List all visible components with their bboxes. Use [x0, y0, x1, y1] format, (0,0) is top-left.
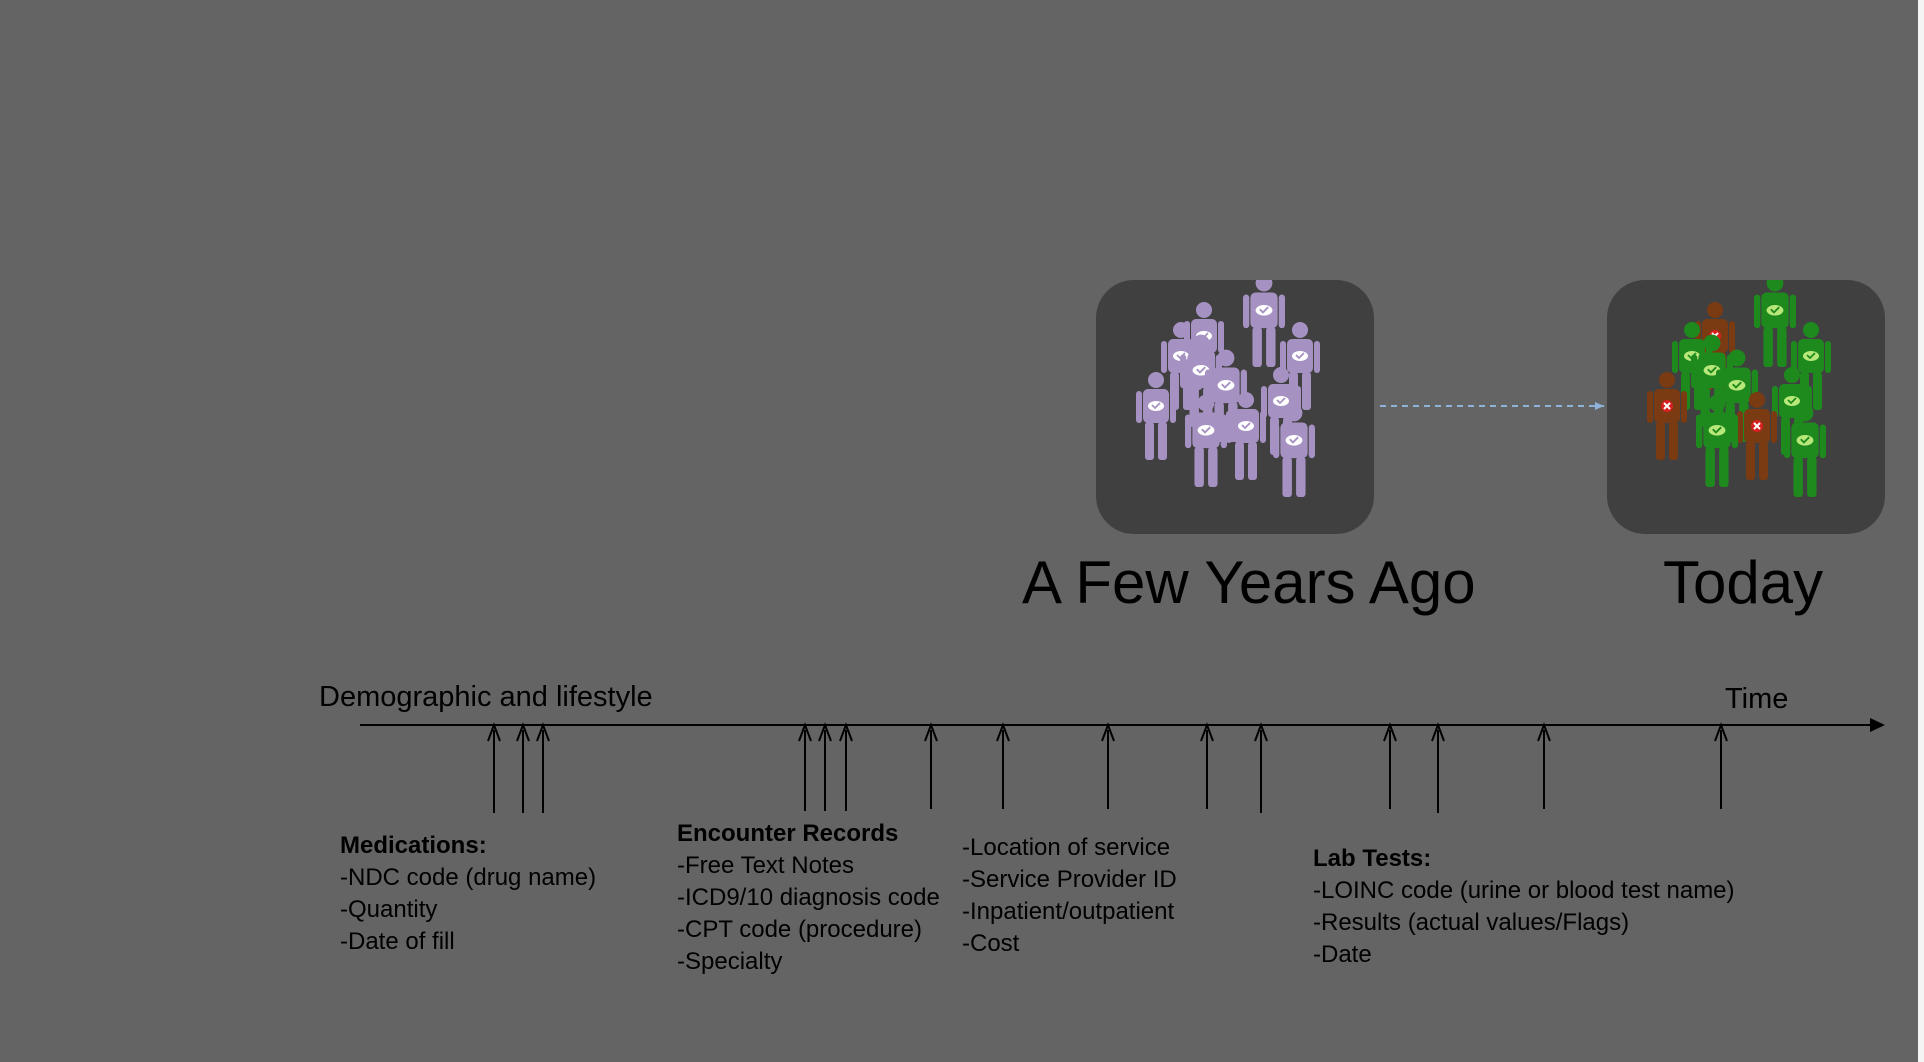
event-tick-arrow [1200, 722, 1214, 809]
person-figure [1136, 372, 1176, 460]
service-item: -Inpatient/outpatient [962, 898, 1175, 925]
service-item: -Cost [962, 930, 1020, 957]
lab-tests-item: -Date [1313, 941, 1372, 968]
event-tick-arrow [536, 722, 550, 813]
event-tick-arrow [996, 722, 1010, 809]
today-population-box [1607, 280, 1885, 534]
check-mark-icon [1784, 396, 1800, 406]
encounter-records-block: Encounter Records -Free Text Notes -ICD9… [677, 818, 940, 978]
medications-item: -Quantity [340, 896, 438, 923]
check-mark-icon [1292, 351, 1308, 361]
check-mark-icon [1238, 421, 1254, 431]
past-population-figures [1136, 280, 1320, 497]
event-tick-arrow [1383, 722, 1397, 809]
event-tick-arrow [839, 722, 853, 811]
encounter-item: -ICD9/10 diagnosis code [677, 884, 940, 911]
x-mark-icon [1661, 400, 1673, 412]
check-mark-icon [1255, 305, 1273, 316]
event-tick-arrow [798, 722, 812, 811]
event-tick-arrow [1254, 722, 1268, 813]
person-figure [1737, 392, 1777, 480]
check-mark-icon [1273, 396, 1289, 406]
person-figure [1696, 394, 1738, 487]
check-mark-icon [1796, 435, 1814, 446]
medications-heading: Medications: [340, 832, 487, 859]
person-figure [1185, 394, 1227, 487]
time-axis-arrowhead [1870, 718, 1885, 732]
lab-tests-item: -Results (actual values/Flags) [1313, 909, 1630, 936]
person-figure [1784, 404, 1826, 497]
event-tick-arrow [818, 722, 832, 811]
encounter-item: -CPT code (procedure) [677, 916, 922, 943]
event-tick-arrow [516, 722, 530, 813]
encounter-records-heading: Encounter Records [677, 820, 899, 847]
person-figure [1754, 280, 1796, 367]
event-tick-arrow [1714, 722, 1728, 809]
lab-tests-item: -LOINC code (urine or blood test name) [1313, 877, 1735, 904]
person-figure [1226, 392, 1266, 480]
encounter-item: -Free Text Notes [677, 852, 854, 879]
person-figure [1647, 372, 1687, 460]
check-mark-icon [1803, 351, 1819, 361]
person-figure [1273, 404, 1315, 497]
past-population-box [1096, 280, 1374, 534]
service-item: -Service Provider ID [962, 866, 1177, 893]
past-title: A Few Years Ago [1022, 549, 1476, 616]
event-tick-arrow [487, 722, 501, 813]
timeline-start-label: Demographic and lifestyle [319, 681, 653, 713]
check-mark-icon [1197, 425, 1215, 436]
medications-item: -NDC code (drug name) [340, 864, 597, 891]
person-figure [1243, 280, 1285, 367]
service-item: -Location of service [962, 834, 1171, 861]
check-mark-icon [1728, 380, 1746, 391]
check-mark-icon [1148, 401, 1164, 411]
slide-right-edge [1918, 0, 1924, 1062]
x-mark-icon [1751, 420, 1763, 432]
encounter-item: -Specialty [677, 948, 783, 975]
lab-tests-heading: Lab Tests: [1313, 845, 1432, 872]
event-tick-arrow [924, 722, 938, 809]
today-title: Today [1663, 549, 1824, 616]
event-tick-arrow [1431, 722, 1445, 813]
timeline-axis-label: Time [1725, 683, 1789, 715]
check-mark-icon [1285, 435, 1303, 446]
event-tick-arrow [1101, 722, 1115, 809]
check-mark-icon [1217, 380, 1235, 391]
check-mark-icon [1708, 425, 1726, 436]
medications-block: Medications: -NDC code (drug name) -Quan… [340, 830, 596, 958]
lab-tests-block: Lab Tests: -LOINC code (urine or blood t… [1313, 843, 1735, 971]
service-details-block: -Location of service -Service Provider I… [962, 832, 1177, 960]
event-markers [487, 722, 1728, 813]
medications-item: -Date of fill [340, 928, 455, 955]
check-mark-icon [1766, 305, 1784, 316]
today-population-figures [1647, 280, 1831, 497]
person-figure [1791, 322, 1831, 410]
event-tick-arrow [1537, 722, 1551, 809]
